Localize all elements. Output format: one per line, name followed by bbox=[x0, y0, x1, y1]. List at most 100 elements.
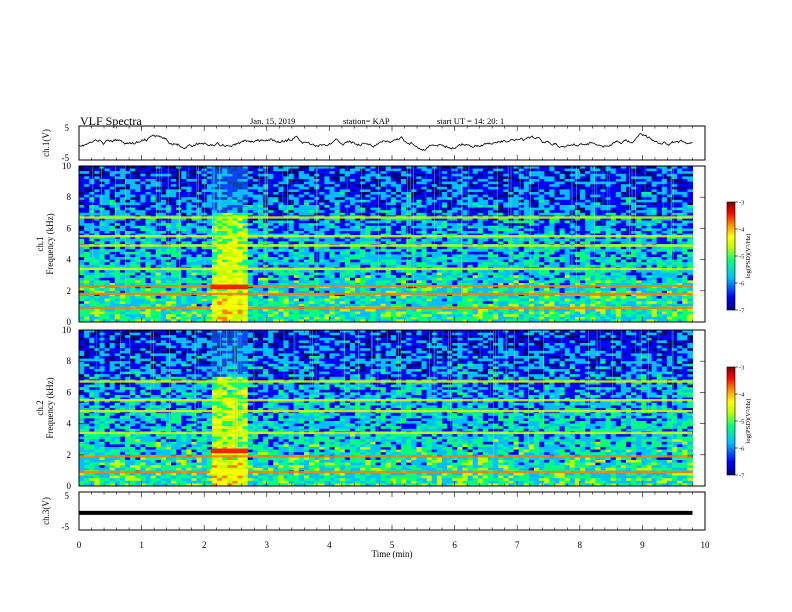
spectrogram-cell bbox=[319, 262, 325, 266]
spectrogram-cell bbox=[452, 259, 458, 263]
spectrogram-cell bbox=[293, 194, 300, 198]
spectrogram-cell bbox=[125, 184, 131, 188]
spectrogram-cell bbox=[324, 171, 330, 175]
spectrogram-cell bbox=[181, 210, 187, 214]
spectrogram-cell bbox=[406, 192, 412, 196]
spectrogram-cell bbox=[319, 173, 325, 177]
spectrogram-cell bbox=[79, 205, 85, 209]
spectrogram-cell bbox=[360, 218, 366, 222]
spectrogram-cell bbox=[682, 189, 688, 193]
spectrogram-cell bbox=[79, 173, 85, 177]
spectrogram-cell bbox=[564, 225, 571, 229]
spectrogram-cell bbox=[242, 202, 249, 206]
spectrogram-cell bbox=[641, 262, 647, 266]
spectrogram-cell bbox=[278, 192, 284, 196]
spectrogram-cell bbox=[564, 176, 571, 180]
spectrogram-cell bbox=[559, 184, 566, 188]
spectrogram-cell bbox=[661, 254, 668, 258]
spectrogram-cell bbox=[641, 228, 647, 232]
spectrogram-cell bbox=[661, 218, 668, 222]
spectrogram-cell bbox=[687, 238, 693, 242]
spectrogram-cell bbox=[651, 207, 658, 211]
spectrogram-cell bbox=[574, 254, 581, 258]
spectrogram-cell bbox=[462, 228, 469, 232]
spectrogram-cell bbox=[165, 181, 172, 185]
spectrogram-cell bbox=[252, 166, 259, 170]
spectrogram-cell bbox=[79, 270, 85, 274]
spectrogram-cell bbox=[636, 210, 642, 214]
spectrogram-cell bbox=[666, 264, 673, 268]
spectrogram-cell bbox=[324, 205, 330, 209]
spectrogram-cell bbox=[298, 189, 305, 193]
spectrogram-cell bbox=[349, 246, 356, 250]
spectrogram-cell bbox=[523, 270, 530, 274]
spectrogram-cell bbox=[534, 171, 540, 175]
spectrogram-cell bbox=[626, 202, 632, 206]
spectrogram-cell bbox=[370, 236, 377, 240]
spectrogram-cell bbox=[580, 257, 586, 261]
spectrogram-cell bbox=[196, 184, 203, 188]
spectrogram-cell bbox=[349, 225, 356, 229]
spectrogram-cell bbox=[457, 207, 463, 211]
spectrogram-cell bbox=[319, 259, 325, 263]
spectrogram-cell bbox=[355, 257, 361, 261]
spectrogram-cell bbox=[661, 194, 668, 198]
spectrogram-cell bbox=[457, 218, 463, 222]
spectrogram-cell bbox=[390, 210, 397, 214]
spectrogram-cell bbox=[482, 199, 489, 203]
spectrogram-cell bbox=[687, 212, 693, 216]
spectrogram-cell bbox=[615, 249, 622, 253]
spectrogram-cell bbox=[99, 236, 106, 240]
spectrogram-cell bbox=[585, 254, 591, 258]
spectrogram-cell bbox=[615, 197, 622, 201]
spectrogram-cell bbox=[104, 259, 111, 263]
spectrogram-cell bbox=[554, 197, 561, 201]
spectrogram-cell bbox=[641, 223, 647, 227]
spectrogram-cell bbox=[482, 236, 489, 240]
spectrogram-cell bbox=[278, 220, 284, 224]
spectrogram-cell bbox=[390, 218, 397, 222]
spectrogram-cell bbox=[380, 186, 387, 190]
spectrogram-cell bbox=[503, 197, 509, 201]
spectrogram-cell bbox=[155, 168, 162, 172]
spectrogram-cell bbox=[656, 210, 663, 214]
spectrogram-cell bbox=[160, 272, 167, 276]
spectrogram-cell bbox=[677, 257, 683, 261]
spectrogram-cell bbox=[472, 246, 479, 250]
spectrogram-cell bbox=[303, 218, 310, 222]
spectrogram-cell bbox=[436, 264, 443, 268]
spectrogram-cell bbox=[631, 223, 637, 227]
spectrogram-cell bbox=[436, 249, 443, 253]
spectrogram-cell bbox=[89, 189, 95, 193]
spectrogram-cell bbox=[687, 223, 693, 227]
spectrogram-cell bbox=[452, 238, 458, 242]
spectrogram-cell bbox=[380, 270, 387, 274]
spectrogram-cell bbox=[130, 197, 136, 201]
spectrogram-cell bbox=[273, 236, 279, 240]
spectrogram-cell bbox=[114, 264, 121, 268]
spectrogram-cell bbox=[344, 262, 351, 266]
spectrogram-cell bbox=[160, 264, 167, 268]
spectrogram-cell bbox=[94, 210, 100, 214]
spectrogram-cell bbox=[140, 246, 146, 250]
spectrogram-cell bbox=[605, 171, 612, 175]
spectrogram-cell bbox=[329, 264, 336, 268]
spectrogram-cell bbox=[447, 205, 453, 209]
spectrogram-cell bbox=[186, 199, 192, 203]
spectrogram-cell bbox=[104, 205, 111, 209]
spectrogram-cell bbox=[687, 257, 693, 261]
spectrogram-cell bbox=[416, 220, 423, 224]
spectrogram-cell bbox=[452, 207, 458, 211]
spectrogram-cell bbox=[467, 223, 474, 227]
spectrogram-cell bbox=[109, 168, 116, 172]
spectrogram-cell bbox=[528, 254, 535, 258]
spectrogram-cell bbox=[349, 189, 356, 193]
spectrogram-cell bbox=[191, 171, 198, 175]
spectrogram-cell bbox=[227, 192, 233, 196]
spectrogram-cell bbox=[252, 251, 259, 255]
spectrogram-cell bbox=[150, 262, 157, 266]
spectrogram-cell bbox=[140, 166, 146, 170]
spectrogram-cell bbox=[554, 231, 561, 235]
spectrogram-cell bbox=[416, 272, 423, 276]
spectrogram-cell bbox=[232, 199, 238, 203]
